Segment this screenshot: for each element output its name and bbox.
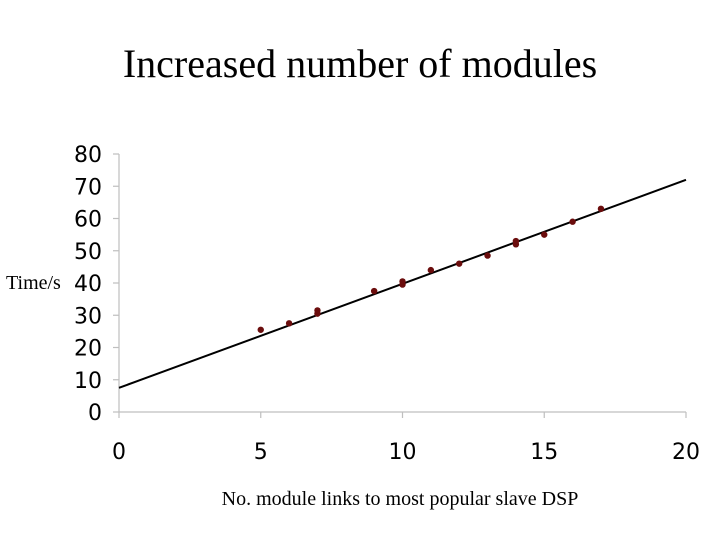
y-tick-label: 30 — [74, 304, 102, 329]
axes — [113, 153, 687, 418]
x-tick-label: 0 — [112, 440, 126, 465]
y-tick-label: 70 — [74, 175, 102, 200]
data-point — [456, 260, 463, 267]
y-axis-label: Time/s — [6, 272, 61, 294]
data-point — [314, 307, 321, 314]
x-tick-label: 5 — [254, 440, 268, 465]
y-tick-label: 0 — [88, 401, 102, 426]
y-tick-label: 80 — [74, 143, 102, 168]
data-point — [484, 252, 491, 259]
x-axis-label: No. module links to most popular slave D… — [221, 488, 579, 510]
data-points — [257, 205, 605, 333]
data-point — [399, 278, 406, 285]
data-point — [569, 218, 576, 225]
x-tick-label: 20 — [672, 440, 700, 465]
y-tick-label: 50 — [74, 240, 102, 265]
y-tick-label: 20 — [74, 337, 102, 362]
data-point — [370, 287, 378, 295]
chart-title: Increased number of modules — [122, 41, 598, 86]
data-point — [285, 320, 293, 327]
y-tick-label: 10 — [74, 369, 102, 394]
data-point — [512, 237, 520, 245]
x-tick-label: 15 — [530, 440, 558, 465]
data-point — [257, 326, 264, 333]
y-tick-label: 60 — [74, 208, 102, 233]
y-tick-label: 40 — [74, 272, 102, 297]
data-point — [427, 266, 435, 274]
tick-labels: 0 10 20 30 40 50 60 70 80 0 5 10 15 20 — [74, 143, 700, 465]
data-point — [597, 205, 605, 213]
x-tick-label: 10 — [389, 440, 417, 465]
data-point — [541, 231, 548, 238]
